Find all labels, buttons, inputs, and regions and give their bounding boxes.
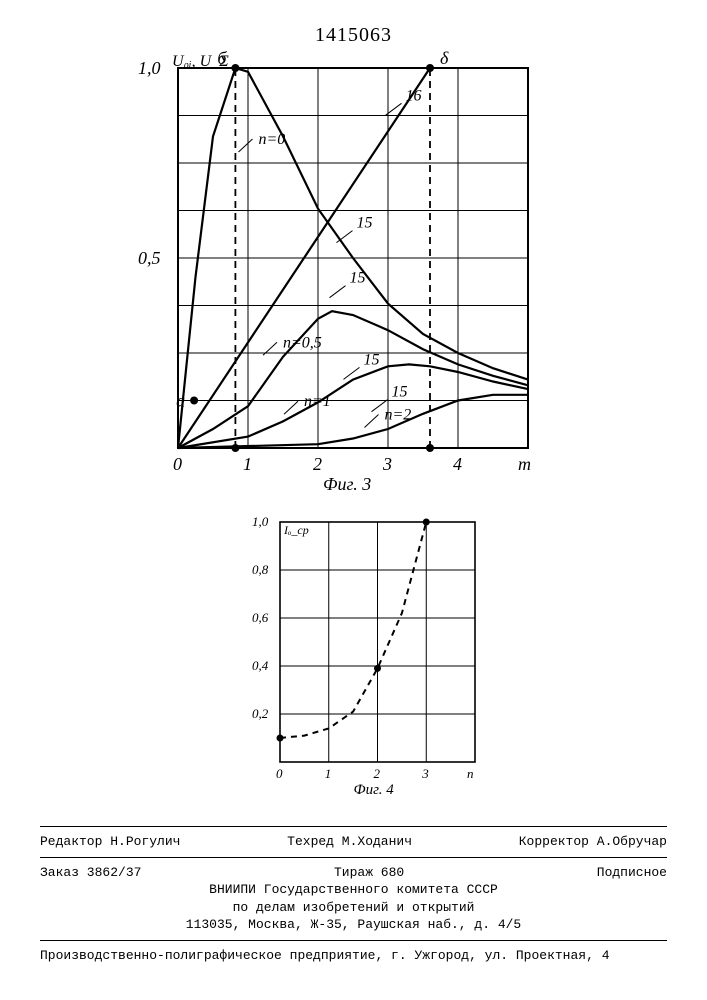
svg-text:2: 2 xyxy=(374,766,381,781)
svg-text:15: 15 xyxy=(392,384,408,401)
doc-number: 1415063 xyxy=(0,24,707,47)
org-line-1: ВНИИПИ Государственного комитета СССР xyxy=(40,881,667,899)
svg-text:1: 1 xyxy=(325,766,332,781)
svg-text:0,6: 0,6 xyxy=(252,610,269,625)
svg-text:m: m xyxy=(518,454,531,474)
svg-text:0,8: 0,8 xyxy=(252,562,269,577)
svg-text:1: 1 xyxy=(243,454,252,474)
svg-text:n=1: n=1 xyxy=(304,393,331,410)
svg-text:15: 15 xyxy=(350,270,366,287)
figure-3: абδn=0n=0,5n=1n=21615151515012340,51,0U₀… xyxy=(130,48,560,503)
svg-text:U₀ᵢ, U_Σ: U₀ᵢ, U_Σ xyxy=(172,53,229,70)
svg-text:Фиг. 4: Фиг. 4 xyxy=(354,782,395,798)
org-line-2: по делам изобретений и открытий xyxy=(40,899,667,917)
svg-text:n=0,5: n=0,5 xyxy=(283,334,322,351)
svg-text:15: 15 xyxy=(364,351,380,368)
corrector: Корректор А.Обручар xyxy=(519,833,667,851)
svg-text:n=0: n=0 xyxy=(259,131,286,148)
footer-block: Редактор Н.Рогулич Техред М.Ходанич Корр… xyxy=(40,820,667,964)
svg-text:Фиг. 3: Фиг. 3 xyxy=(323,474,371,494)
figure-4: 0 1 2 3 0,2 0,4 0,6 0,8 1,0 Iₒ_срn Фиг. 4 xyxy=(240,510,500,805)
svg-text:n: n xyxy=(467,766,474,781)
svg-text:1,0: 1,0 xyxy=(138,58,161,78)
svg-text:а: а xyxy=(176,391,185,411)
svg-text:15: 15 xyxy=(357,215,373,232)
svg-text:0: 0 xyxy=(173,454,182,474)
podpisnoe: Подписное xyxy=(597,864,667,882)
svg-text:0,5: 0,5 xyxy=(138,248,161,268)
printer-line: Производственно-полиграфическое предприя… xyxy=(40,947,667,965)
tirazh: Тираж 680 xyxy=(334,864,404,882)
svg-text:2: 2 xyxy=(313,454,322,474)
order-number: Заказ 3862/37 xyxy=(40,864,141,882)
svg-text:Iₒ_ср: Iₒ_ср xyxy=(283,523,309,537)
svg-text:4: 4 xyxy=(453,454,462,474)
org-addr: 113035, Москва, Ж-35, Раушская наб., д. … xyxy=(40,916,667,934)
svg-text:3: 3 xyxy=(421,766,429,781)
svg-text:0,2: 0,2 xyxy=(252,706,269,721)
svg-text:3: 3 xyxy=(382,454,392,474)
svg-text:0: 0 xyxy=(276,766,283,781)
editor: Редактор Н.Рогулич xyxy=(40,833,180,851)
svg-text:δ: δ xyxy=(440,48,449,68)
svg-text:16: 16 xyxy=(406,87,422,104)
svg-text:n=2: n=2 xyxy=(385,407,412,424)
svg-text:1,0: 1,0 xyxy=(252,514,269,529)
tehred: Техред М.Ходанич xyxy=(287,833,412,851)
svg-text:0,4: 0,4 xyxy=(252,658,269,673)
